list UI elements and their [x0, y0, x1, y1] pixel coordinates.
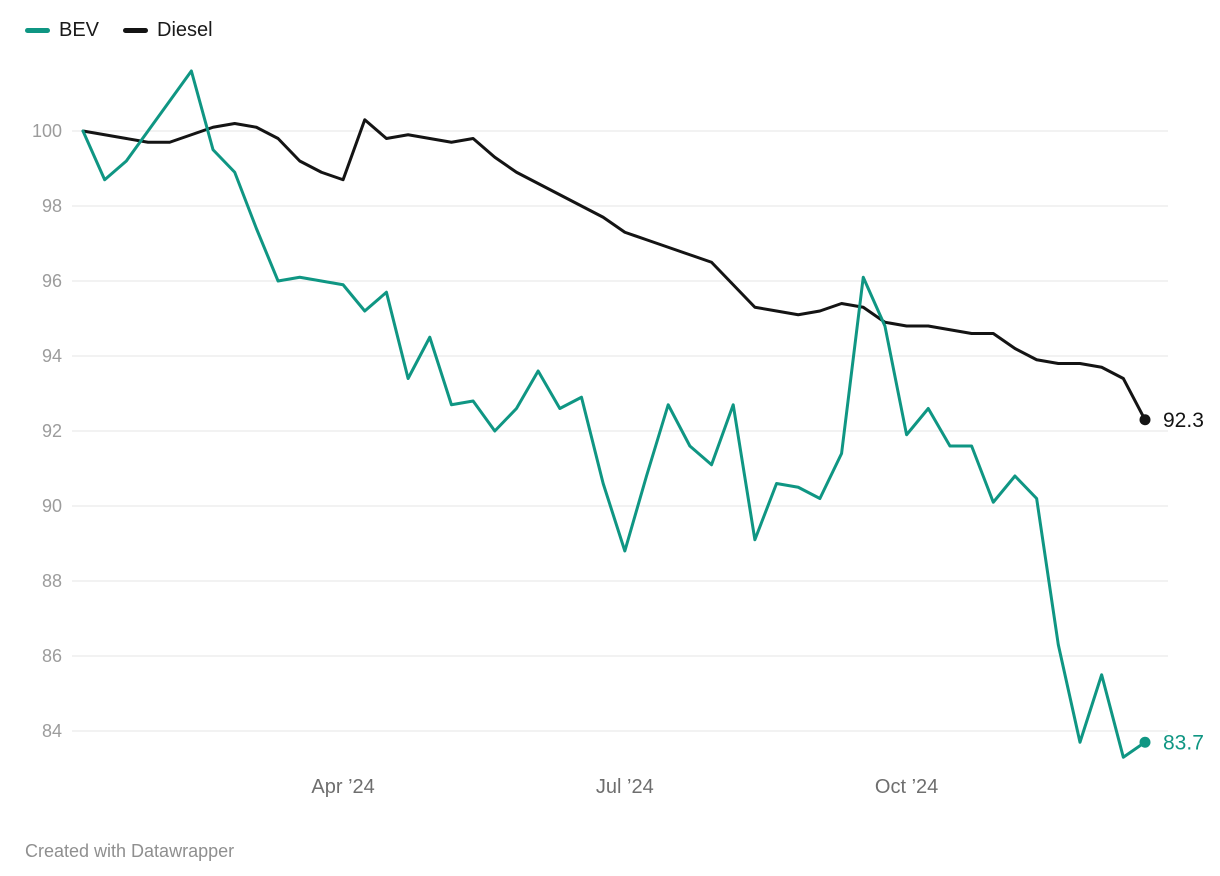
diesel-legend-swatch-icon	[123, 28, 149, 33]
x-axis-tick-label: Apr ’24	[311, 776, 374, 798]
bev-line	[81, 69, 1147, 759]
bev-legend-swatch-icon	[25, 28, 50, 33]
y-axis-tick-label: 90	[42, 496, 62, 516]
datawrapper-attribution: Created with Datawrapper	[25, 841, 235, 861]
y-axis-tick-label: 92	[42, 421, 62, 441]
y-axis-tick-label: 98	[42, 196, 62, 216]
y-axis-tick-label: 84	[42, 721, 62, 741]
bev-end-dot	[1139, 736, 1151, 748]
y-axis-tick-label: 88	[42, 571, 62, 591]
y-axis-tick-label: 94	[42, 346, 62, 366]
x-axis-tick-label: Oct ’24	[875, 776, 938, 798]
y-axis-tick-label: 100	[32, 121, 62, 141]
y-axis-tick-label: 86	[42, 646, 62, 666]
diesel-legend-label: Diesel	[157, 19, 213, 41]
diesel-line	[81, 118, 1147, 422]
diesel-end-dot	[1139, 414, 1151, 426]
x-axis-tick-label: Jul ’24	[596, 776, 654, 798]
bev-end-label: 83.7	[1163, 731, 1204, 754]
bev-legend-label: BEV	[59, 19, 100, 41]
legend: BEV Diesel	[25, 19, 213, 42]
legend-item-bev: BEV	[25, 19, 99, 42]
y-axis-tick-label: 96	[42, 271, 62, 291]
legend-item-diesel: Diesel	[123, 19, 213, 42]
diesel-end-label: 92.3	[1163, 409, 1204, 432]
